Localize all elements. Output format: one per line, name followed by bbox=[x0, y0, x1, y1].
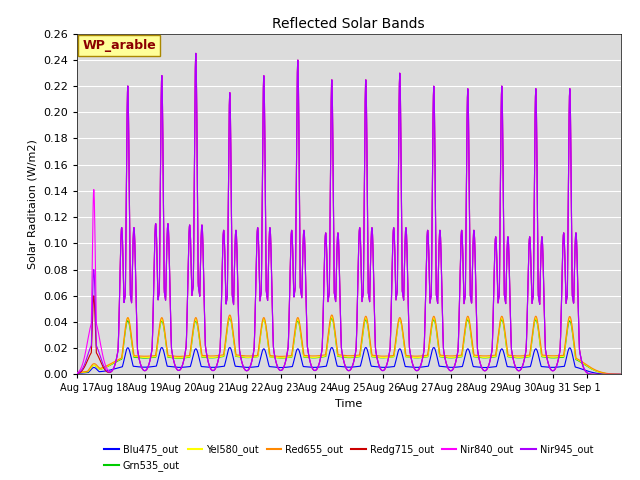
Text: WP_arable: WP_arable bbox=[82, 39, 156, 52]
Title: Reflected Solar Bands: Reflected Solar Bands bbox=[273, 17, 425, 31]
X-axis label: Time: Time bbox=[335, 399, 362, 409]
Y-axis label: Solar Raditaion (W/m2): Solar Raditaion (W/m2) bbox=[28, 139, 37, 269]
Legend: Blu475_out, Grn535_out, Yel580_out, Red655_out, Redg715_out, Nir840_out, Nir945_: Blu475_out, Grn535_out, Yel580_out, Red6… bbox=[100, 441, 597, 475]
